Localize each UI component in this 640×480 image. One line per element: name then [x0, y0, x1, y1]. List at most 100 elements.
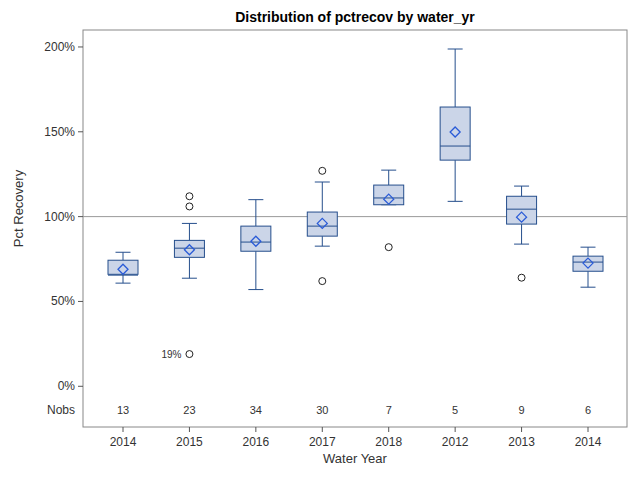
- x-tick-label: 2014: [575, 435, 602, 449]
- x-tick-label: 2018: [375, 435, 402, 449]
- mean: [118, 264, 128, 274]
- whisker-cap-high: [315, 182, 330, 183]
- box: [440, 107, 470, 160]
- x-tick-label: 2017: [309, 435, 336, 449]
- y-tick: [78, 216, 83, 217]
- plot-marks: [83, 49, 627, 358]
- whisker-cap-low: [248, 289, 263, 290]
- reference-line: [83, 216, 627, 217]
- whisker-cap-high: [448, 49, 463, 50]
- x-tick-label: 2016: [243, 435, 270, 449]
- box: [507, 196, 537, 224]
- y-tick-label: 50%: [51, 294, 75, 308]
- x-tick: [455, 427, 456, 432]
- nobs-value: 5: [452, 404, 458, 416]
- whisker-high: [189, 223, 190, 240]
- outlier: [186, 351, 193, 358]
- median: [174, 248, 204, 249]
- whisker-cap-high: [182, 223, 197, 224]
- x-tick: [189, 427, 190, 432]
- x-tick-label: 2013: [508, 435, 535, 449]
- x-axis-label: Water Year: [323, 451, 388, 466]
- x-tick: [588, 427, 589, 432]
- outlier: [385, 244, 392, 251]
- whisker-cap-low: [448, 201, 463, 202]
- median: [573, 262, 603, 263]
- outlier-label: 19%: [161, 349, 181, 360]
- whisker-high: [322, 182, 323, 212]
- median: [374, 197, 404, 198]
- whisker-low: [189, 257, 190, 278]
- whisker-cap-low: [315, 246, 330, 247]
- whisker-low: [255, 251, 256, 289]
- x-tick-label: 2012: [442, 435, 469, 449]
- whisker-low: [588, 271, 589, 287]
- x-tick: [255, 427, 256, 432]
- mean: [517, 212, 527, 222]
- outlier: [319, 167, 326, 174]
- box: [573, 256, 603, 271]
- whisker-cap-high: [381, 170, 396, 171]
- whisker-high: [455, 49, 456, 107]
- y-tick: [78, 131, 83, 132]
- title: Distribution of pctrecov by water_yr: [235, 9, 475, 25]
- whisker-high: [388, 170, 389, 185]
- y-tick-label: 100%: [44, 210, 75, 224]
- outlier: [319, 278, 326, 285]
- y-tick-label: 150%: [44, 125, 75, 139]
- y-tick-label: 200%: [44, 40, 75, 54]
- nobs-value: 30: [316, 404, 328, 416]
- whisker-low: [322, 236, 323, 246]
- whisker-cap-high: [581, 247, 596, 248]
- whisker-high: [521, 186, 522, 196]
- mean: [583, 258, 593, 268]
- y-tick-label: 0%: [58, 379, 76, 393]
- whisker-high: [255, 200, 256, 226]
- median: [241, 242, 271, 243]
- mean: [450, 127, 460, 137]
- box: [374, 185, 404, 205]
- whisker-cap-low: [514, 244, 529, 245]
- whisker-cap-high: [116, 252, 131, 253]
- x-tick-label: 2014: [110, 435, 137, 449]
- mean: [317, 218, 327, 228]
- y-axis-label: Pct Recovery: [11, 169, 26, 247]
- whisker-cap-low: [116, 283, 131, 284]
- box: [241, 226, 271, 251]
- x-tick-label: 2015: [176, 435, 203, 449]
- outlier: [186, 193, 193, 200]
- whisker-high: [588, 247, 589, 256]
- box: [108, 260, 138, 274]
- whisker-cap-high: [514, 186, 529, 187]
- nobs-value: 6: [585, 404, 591, 416]
- whisker-high: [123, 252, 124, 260]
- nobs-value: 23: [183, 404, 195, 416]
- nobs-label: Nobs: [47, 403, 75, 417]
- chart: Distribution of pctrecov by water_yr 0% 50…: [0, 0, 640, 480]
- nobs-value: 13: [117, 404, 129, 416]
- box: [174, 240, 204, 257]
- median: [507, 209, 537, 210]
- whisker-cap-low: [182, 278, 197, 279]
- x-tick: [322, 427, 323, 432]
- box: [307, 212, 337, 236]
- y-tick: [78, 301, 83, 302]
- nobs-value: 9: [519, 404, 525, 416]
- median: [440, 146, 470, 147]
- y-tick: [78, 386, 83, 387]
- outlier: [518, 274, 525, 281]
- outlier: [186, 203, 193, 210]
- x-tick: [123, 427, 124, 432]
- median: [307, 226, 337, 227]
- x-tick: [388, 427, 389, 432]
- whisker-cap-low: [581, 287, 596, 288]
- whisker-cap-high: [248, 199, 263, 200]
- y-tick: [78, 46, 83, 47]
- mean: [251, 236, 261, 246]
- mean: [384, 194, 394, 204]
- whisker-low: [521, 224, 522, 244]
- x-tick: [521, 427, 522, 432]
- plot-frame: [83, 30, 627, 427]
- whisker-low: [455, 160, 456, 201]
- nobs-value: 34: [250, 404, 262, 416]
